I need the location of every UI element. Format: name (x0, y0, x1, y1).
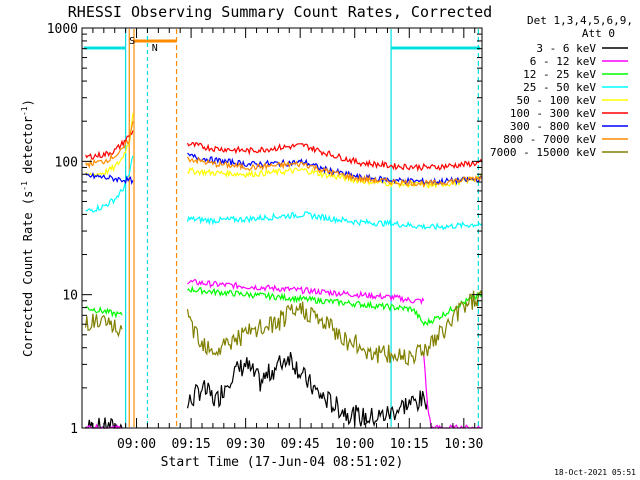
series-line-7-0 (85, 121, 134, 169)
x-axis: 09:00 09:15 09:30 09:45 10:00 10:15 10:30 (92, 28, 483, 452)
legend-label-2: 12 - 25 keV (523, 68, 596, 81)
y-axis-label: Corrected Count Rate (s-1 detector-1) (20, 99, 35, 357)
series-line-2-1 (187, 285, 483, 327)
legend-label-8: 7000 - 15000 keV (490, 146, 596, 159)
series-line-1-1 (187, 278, 425, 306)
y-tick-label-1: 10 (62, 289, 78, 304)
x-tick-label-0: 09:00 (117, 437, 156, 452)
series-line-3-0 (85, 155, 134, 213)
y-tick-label-3: 1000 (47, 22, 78, 37)
y-axis: 1 10 100 1000 (47, 22, 482, 437)
plot-frame (81, 27, 483, 429)
series-line-3-1 (186, 211, 483, 231)
saa-flag-label: S (129, 36, 135, 47)
series-line-5-0 (85, 130, 134, 160)
series-8 (85, 289, 483, 367)
x-axis-label: Start Time (17-Jun-04 08:51:02) (161, 455, 404, 470)
series-line-8-1 (186, 289, 483, 367)
series-3 (85, 155, 483, 231)
legend-header-1: Det 1,3,4,5,6,9, (527, 14, 633, 27)
series-line-7-1 (186, 156, 483, 188)
chart-title: RHESSI Observing Summary Count Rates, Co… (68, 3, 492, 21)
x-tick-label-1: 09:15 (172, 437, 211, 452)
legend-label-7: 800 - 7000 keV (503, 133, 596, 146)
x-tick-label-4: 10:00 (335, 437, 374, 452)
series-5 (85, 130, 483, 172)
series-4 (85, 113, 483, 189)
y-tick-label-0: 1 (70, 422, 78, 437)
legend-label-6: 300 - 800 keV (510, 120, 596, 133)
x-tick-label-6: 10:30 (444, 437, 483, 452)
series-line-6-0 (85, 171, 134, 186)
series-line-5-1 (186, 141, 483, 172)
series-0 (85, 351, 429, 430)
series-line-0-1 (186, 351, 429, 428)
legend-label-1: 6 - 12 keV (530, 55, 597, 68)
footer-date: 18-Oct-2021 05:51 (554, 468, 636, 477)
legend-label-5: 100 - 300 keV (510, 107, 596, 120)
x-tick-label-2: 09:30 (226, 437, 265, 452)
legend-label-4: 50 - 100 keV (517, 94, 597, 107)
series-line-2-0 (85, 305, 123, 319)
series-7 (85, 121, 483, 188)
legend-label-0: 3 - 6 keV (536, 42, 596, 55)
x-tick-label-3: 09:45 (281, 437, 320, 452)
series-line-8-0 (85, 313, 123, 338)
y-tick-label-2: 100 (55, 155, 78, 170)
series-line-1-2 (423, 355, 482, 430)
legend-header-2: Att 0 (582, 27, 615, 40)
plot-area: SN (83, 29, 483, 430)
series-2 (85, 285, 483, 327)
x-tick-label-5: 10:15 (390, 437, 429, 452)
night-flag-label: N (152, 43, 158, 54)
legend-label-3: 25 - 50 keV (523, 81, 596, 94)
